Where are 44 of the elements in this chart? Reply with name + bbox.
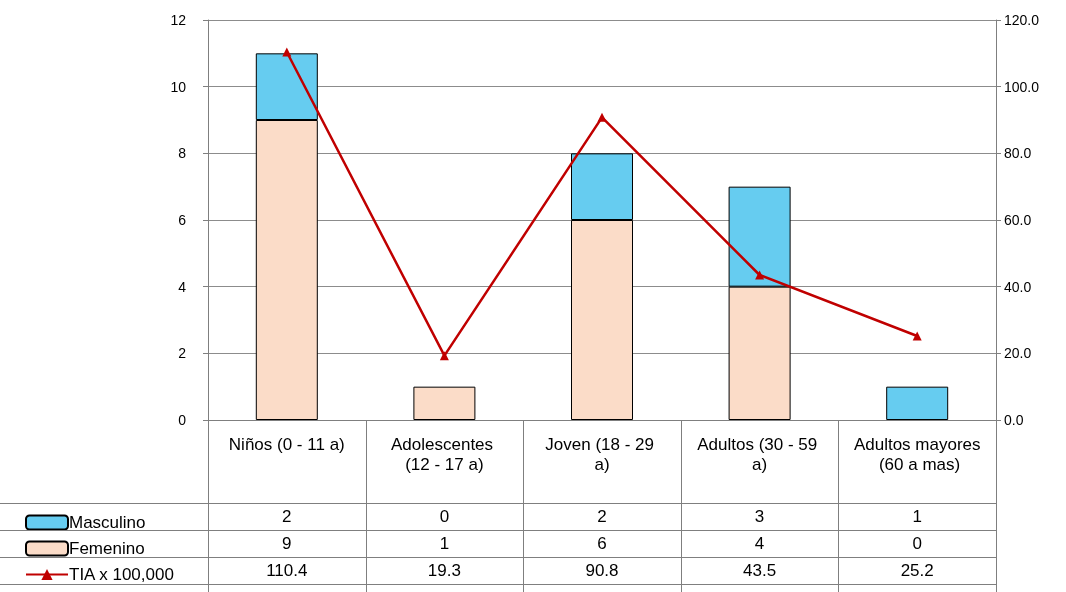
y2-tick-label: 40.0 [1004,278,1032,295]
data-label: 6 [596,533,608,555]
data-label: 3 [753,506,766,528]
y2-tick-label: 100.0 [1004,78,1040,95]
x-tick-label: Adultos mayores (60 a mas) [853,434,981,474]
data-label: 25.2 [899,560,935,582]
legend-label: TIA x 100,000 [69,565,174,584]
data-label: 9 [281,533,293,555]
y2-tick-label: 20.0 [1004,345,1032,362]
data-label: 1 [911,506,923,528]
y-tick-label: 10 [170,78,187,95]
bar [413,386,476,420]
data-label: 0 [911,533,923,555]
y-tick-label: 2 [178,345,187,362]
legend-label: Masculino [69,513,146,532]
legend-label: Femenino [69,539,145,558]
point [282,47,292,57]
data-label: 19.3 [426,560,462,582]
x-tick-label: Joven (18 - 29 a) [545,434,659,474]
data-label: 1 [438,533,451,555]
point [755,270,765,280]
data-label: 0 [438,506,451,528]
y-tick-label: 4 [178,278,187,295]
y-tick-label: 0 [178,412,187,428]
data-label: 2 [281,506,293,528]
point [597,112,607,122]
data-label: 2 [596,506,608,528]
x-tick-label: Niños (0 - 11 a) [228,434,345,454]
y-tick-label: 6 [178,212,187,228]
y-tick-label: 8 [178,145,187,162]
x-tick-label: Adolescentes (12 - 17 a) [391,434,498,474]
bar [886,386,949,420]
data-label: 90.8 [584,560,620,582]
y2-tick-label: 80.0 [1004,145,1032,162]
y2-tick-label: 0.0 [1004,412,1024,428]
y-tick-label: 12 [170,12,187,28]
point [439,351,449,361]
y2-tick-label: 120.0 [1004,12,1040,28]
point [912,331,922,341]
data-label: 4 [753,533,766,555]
y2-tick-label: 60.0 [1004,212,1032,228]
data-label: 110.4 [265,560,309,582]
x-tick-label: Adultos (30 - 59 a) [697,434,822,474]
data-label: 43.5 [742,560,778,582]
